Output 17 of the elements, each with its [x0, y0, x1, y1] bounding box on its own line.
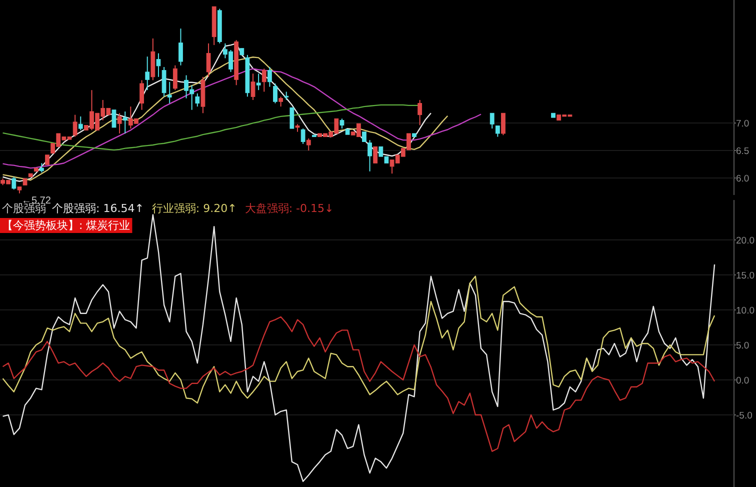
- series-label: 个股强弱: 16.54↑: [52, 202, 144, 215]
- y-tick-label: -5.0: [736, 410, 752, 422]
- text: 大盘强弱: -0.15↓: [244, 202, 334, 215]
- line-series: [2, 276, 716, 404]
- y-tick-label: 10.0: [736, 305, 754, 316]
- y-tick-label: 6.0: [736, 173, 750, 184]
- y-tick-label: 6.5: [736, 146, 750, 158]
- line-series: [2, 316, 716, 452]
- y-tick-label: 20.0: [736, 235, 754, 246]
- y-tick-label: 5.0: [736, 340, 750, 352]
- chart-title: 个股强弱: [2, 202, 46, 215]
- y-tick-label: 0.0: [736, 375, 750, 386]
- annotation: 【今强势板块】: 煤炭行业: [2, 219, 130, 232]
- text: 行业强弱: 9.20↑: [152, 202, 237, 215]
- y-tick-label: 7.0: [736, 118, 750, 130]
- y-tick-label: 15.0: [736, 270, 754, 282]
- line-series: [2, 214, 716, 482]
